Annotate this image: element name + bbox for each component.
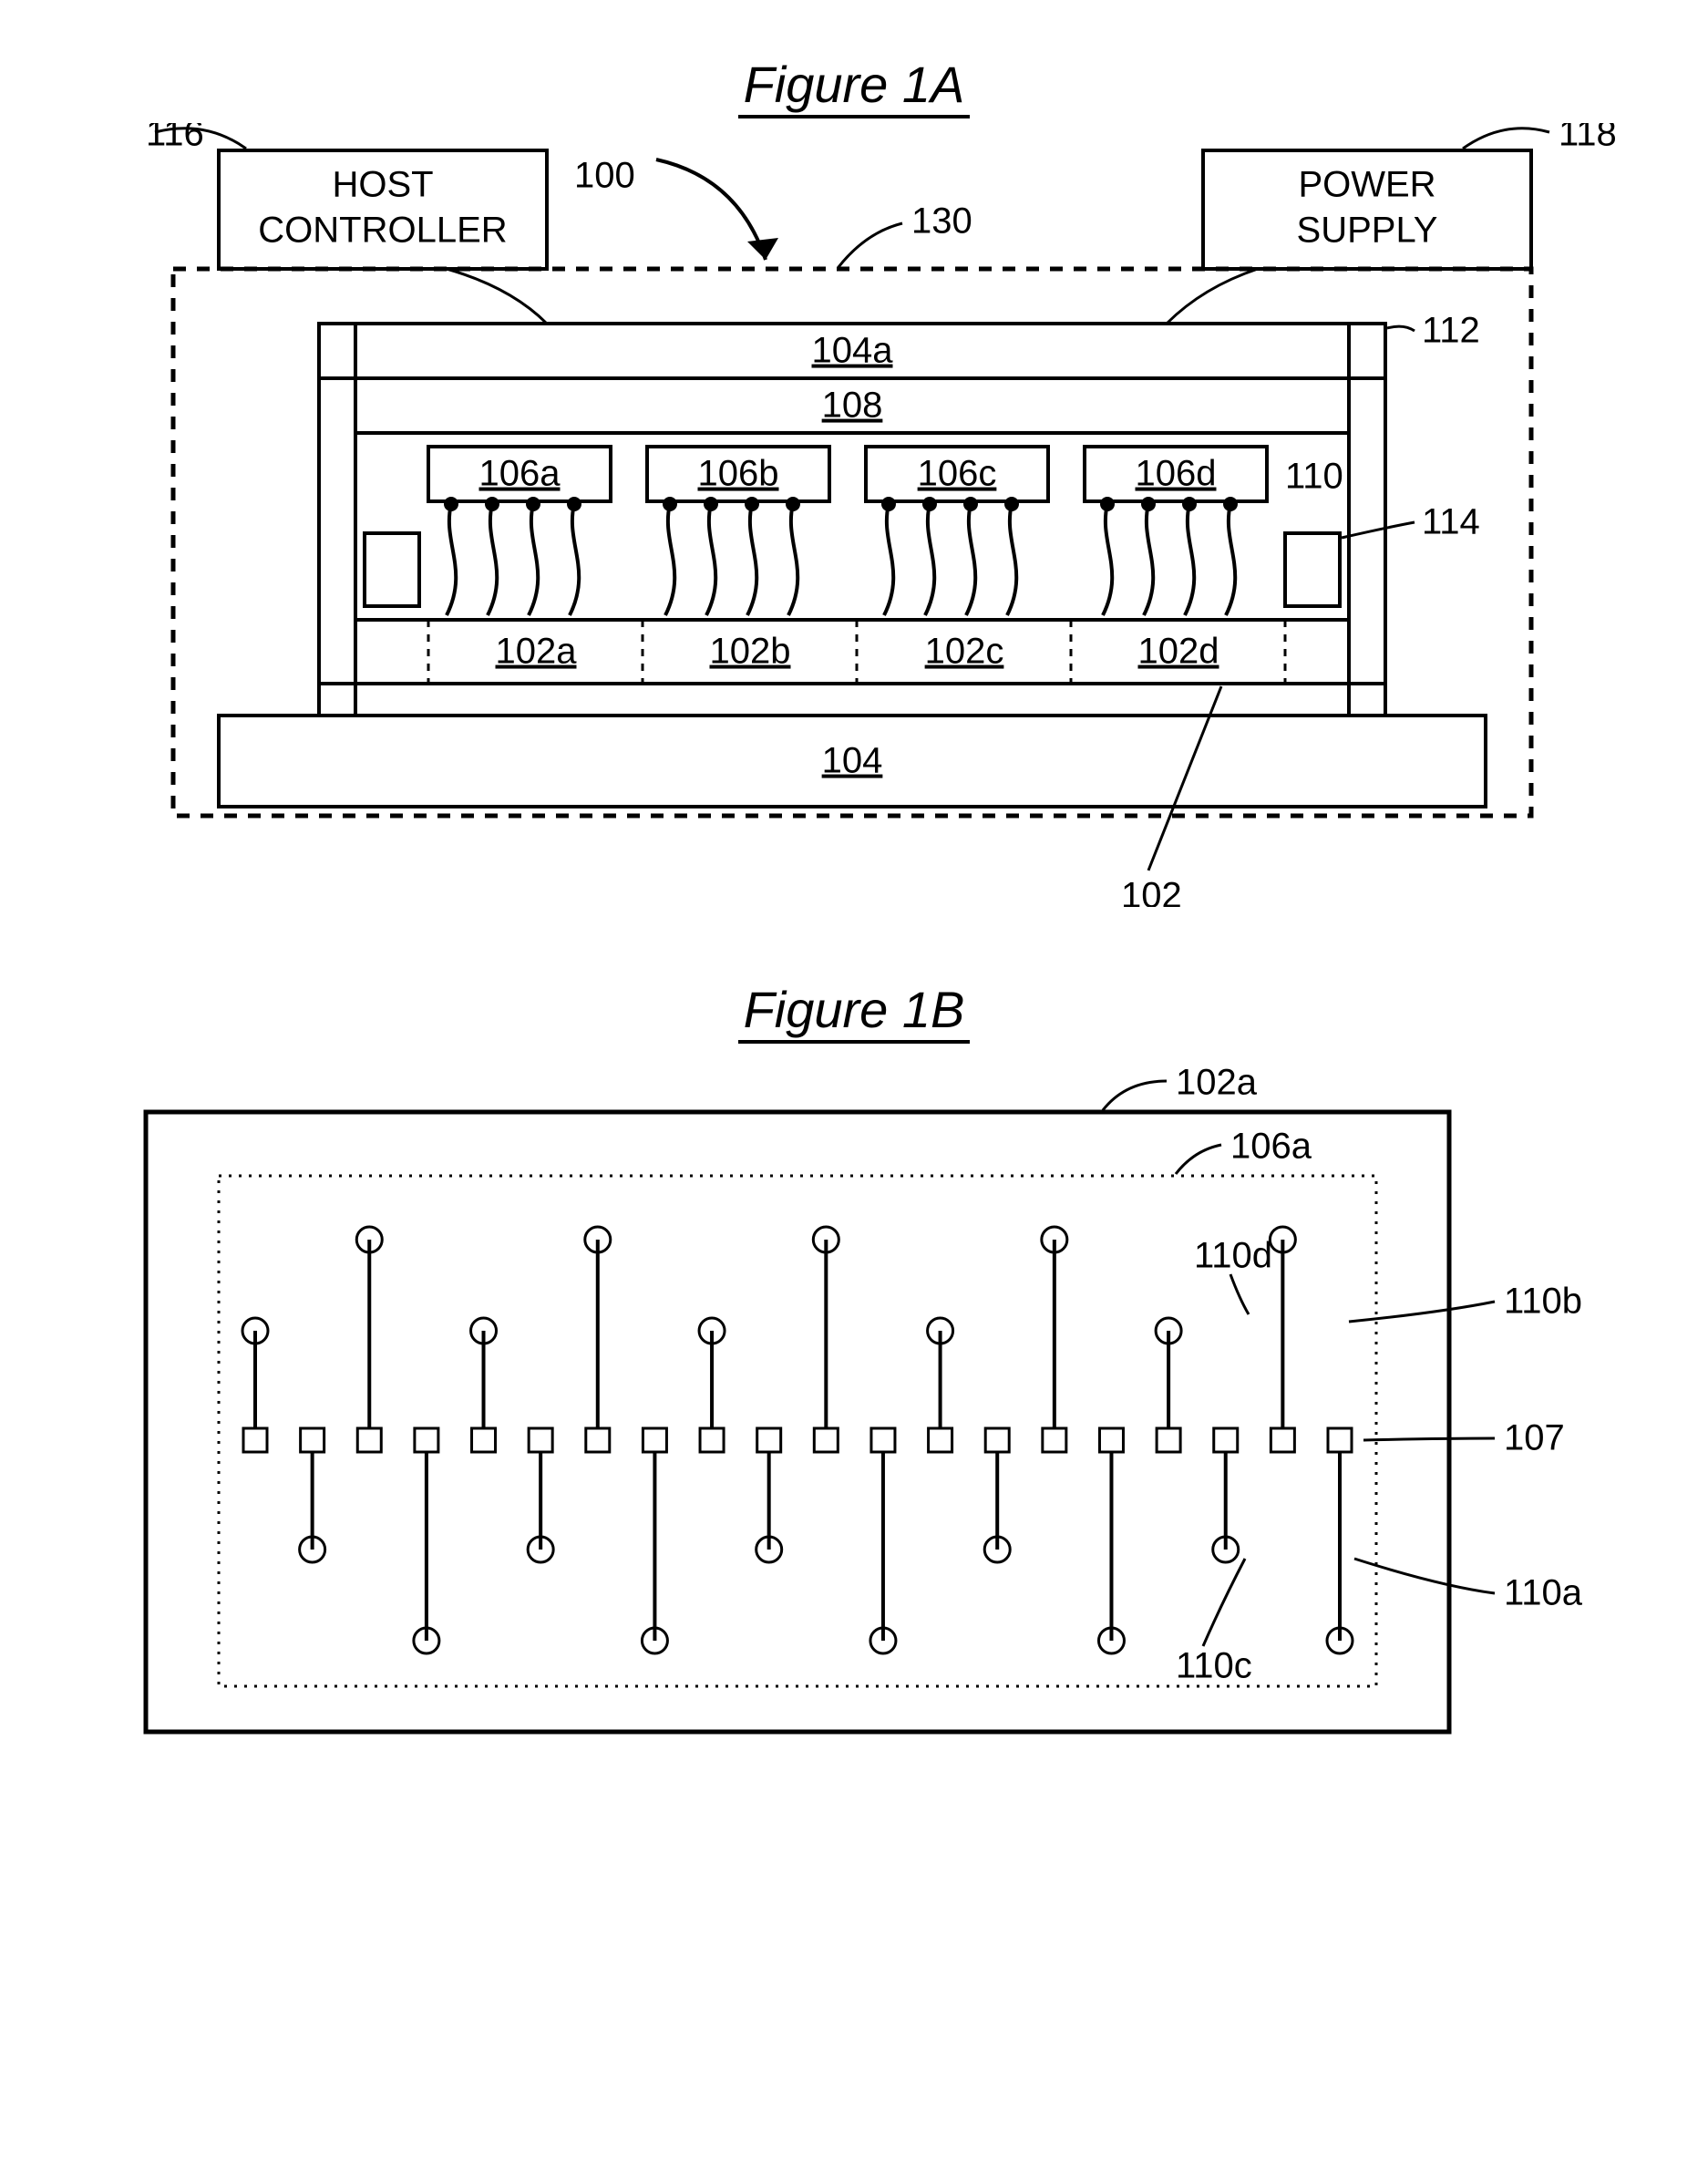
- label-108: 108: [822, 386, 883, 426]
- power-supply-box: POWER SUPPLY: [1203, 150, 1531, 269]
- svg-text:110b: 110b: [1504, 1282, 1582, 1322]
- callout-110c: 110c: [1176, 1559, 1252, 1686]
- label-104a: 104a: [812, 331, 894, 371]
- svg-text:CONTROLLER: CONTROLLER: [258, 211, 507, 251]
- svg-text:106a: 106a: [1230, 1127, 1312, 1167]
- bond-wires: [446, 499, 1236, 615]
- svg-text:110a: 110a: [1504, 1573, 1583, 1613]
- svg-text:100: 100: [574, 156, 635, 196]
- callout-112: 112: [1387, 311, 1480, 351]
- fig-a-title: Figure 1A: [36, 55, 1672, 114]
- fig-a-svg: HOST CONTROLLER 116 POWER SUPPLY 118 100: [36, 123, 1672, 907]
- lead-power-to-104a: [1167, 269, 1258, 324]
- svg-text:106c: 106c: [918, 454, 997, 494]
- label-104: 104: [822, 741, 883, 781]
- callout-114: 114: [1342, 502, 1480, 542]
- svg-text:106b: 106b: [698, 454, 779, 494]
- svg-text:102b: 102b: [710, 632, 791, 672]
- callout-102a: 102a: [1103, 1063, 1258, 1110]
- post-right: [1349, 324, 1385, 716]
- spacer-right: [1285, 533, 1340, 606]
- svg-text:110: 110: [1285, 457, 1343, 497]
- row-102: 102a 102b 102c 102d: [355, 620, 1349, 684]
- pin-array: [242, 1227, 1353, 1653]
- host-controller-box: HOST CONTROLLER: [219, 150, 547, 269]
- svg-text:110d: 110d: [1194, 1236, 1272, 1276]
- svg-text:102: 102: [1121, 876, 1182, 907]
- callout-102: 102: [1121, 686, 1221, 907]
- svg-text:106d: 106d: [1136, 454, 1217, 494]
- callout-110d: 110d: [1194, 1236, 1272, 1314]
- callout-110a: 110a: [1354, 1559, 1583, 1613]
- svg-text:HOST: HOST: [332, 165, 433, 205]
- callout-110b: 110b: [1349, 1282, 1582, 1322]
- svg-text:102a: 102a: [496, 632, 578, 672]
- svg-text:114: 114: [1422, 502, 1480, 542]
- callout-106a: 106a: [1176, 1127, 1312, 1174]
- fig-b-title: Figure 1B: [36, 980, 1672, 1039]
- post-left: [319, 324, 355, 716]
- arrow-100: 100: [574, 156, 778, 260]
- fig-b-svg: 102a 106a 110b 110d 107 110a: [36, 1048, 1672, 1777]
- row-106: 106a 106b 106c 106d: [428, 447, 1267, 501]
- svg-text:POWER: POWER: [1298, 165, 1435, 205]
- svg-text:102a: 102a: [1176, 1063, 1258, 1103]
- svg-text:130: 130: [911, 201, 972, 242]
- svg-text:112: 112: [1422, 311, 1480, 351]
- svg-text:110c: 110c: [1176, 1646, 1252, 1686]
- lower-shelf: [319, 684, 1385, 716]
- lead-host-to-104a: [447, 269, 547, 324]
- callout-130: 130: [839, 201, 972, 267]
- outer-box-102a: [146, 1112, 1449, 1732]
- spacer-left: [365, 533, 419, 606]
- callout-110: 110: [1285, 457, 1343, 497]
- callout-107: 107: [1363, 1418, 1565, 1458]
- svg-text:102d: 102d: [1138, 632, 1219, 672]
- svg-text:106a: 106a: [479, 454, 561, 494]
- svg-text:107: 107: [1504, 1418, 1565, 1458]
- svg-text:102c: 102c: [925, 632, 1004, 672]
- svg-text:SUPPLY: SUPPLY: [1297, 211, 1438, 251]
- svg-text:118: 118: [1559, 123, 1617, 154]
